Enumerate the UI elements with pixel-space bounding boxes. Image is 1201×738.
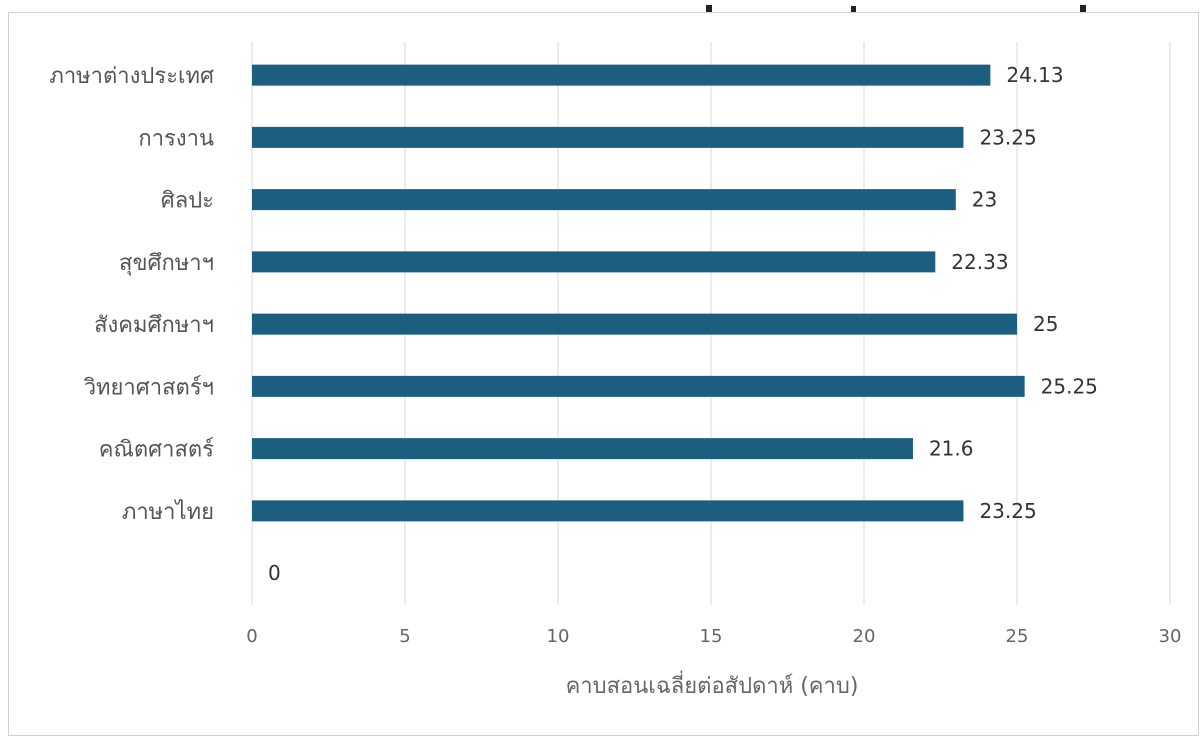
- title-fragment: [851, 6, 856, 12]
- chart-frame: [8, 12, 1199, 736]
- value-label: 23: [972, 188, 997, 212]
- bar: [252, 126, 964, 148]
- bar: [252, 313, 1017, 335]
- category-label: การงาน: [138, 126, 214, 151]
- bar: [252, 375, 1025, 397]
- cropped-title-fragments: [706, 5, 1086, 12]
- x-tick-labels: 0 5 10 15 20 25 30: [246, 626, 1181, 647]
- x-tick-label: 20: [853, 626, 876, 647]
- bar: [252, 189, 956, 211]
- category-label: วิทยาศาสตร์ฯ: [83, 375, 214, 400]
- x-tick-label: 25: [1006, 626, 1029, 647]
- value-label: 24.13: [1006, 63, 1063, 87]
- x-tick-label: 0: [246, 626, 257, 647]
- category-labels: ภาษาต่างประเทศการงานศิลปะสุขศึกษาฯสังคมศ…: [49, 64, 214, 525]
- category-label: ภาษาต่างประเทศ: [49, 64, 214, 89]
- x-axis-title: คาบสอนเฉลี่ยต่อสัปดาห์ (คาบ): [566, 670, 859, 699]
- value-label: 0: [268, 561, 281, 585]
- category-label: สังคมศึกษาฯ: [94, 313, 214, 338]
- bars: [252, 64, 1025, 522]
- x-tick-label: 10: [547, 626, 570, 647]
- x-tick-label: 30: [1159, 626, 1182, 647]
- value-label: 23.25: [979, 499, 1036, 523]
- value-label: 25.25: [1041, 374, 1098, 398]
- title-fragment: [1080, 5, 1086, 12]
- category-label: สุขศึกษาฯ: [119, 251, 214, 276]
- category-label: คณิตศาสตร์: [99, 438, 214, 463]
- bar: [252, 438, 913, 460]
- category-label: ภาษาไทย: [122, 499, 214, 525]
- bar: [252, 251, 936, 273]
- bar: [252, 64, 991, 86]
- value-label: 21.6: [929, 437, 974, 461]
- x-tick-label: 5: [399, 626, 410, 647]
- cropped-title-strip: [0, 0, 1201, 12]
- x-tick-label: 15: [700, 626, 723, 647]
- value-label: 22.33: [951, 250, 1008, 274]
- value-label: 25: [1033, 312, 1058, 336]
- bar: [252, 500, 964, 522]
- category-label: ศิลปะ: [161, 189, 214, 214]
- title-fragment: [706, 5, 712, 12]
- value-labels: 24.13 23.25 23 22.33 25 25.25 21.6 23.25 0: [268, 63, 1098, 585]
- value-label: 23.25: [979, 125, 1036, 149]
